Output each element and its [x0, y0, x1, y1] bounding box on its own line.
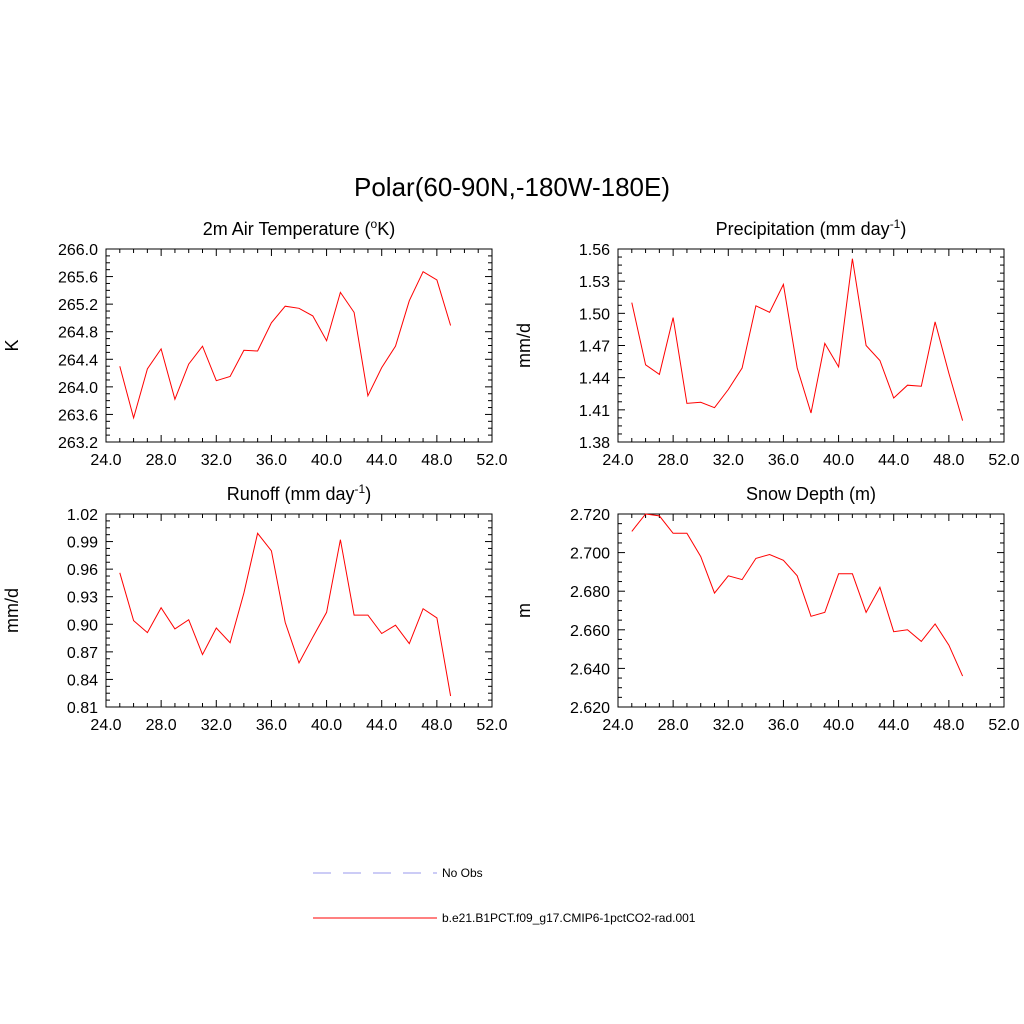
x-tick-label: 32.0	[201, 452, 232, 469]
chart-panel-4: Snow Depth (m) 24.0 28.0 32.0 36.0 40.0 44.0 48…	[514, 484, 1020, 734]
legend-label-1: No Obs	[442, 866, 483, 880]
chart-panel-2: Precipitation (mm day-1) 24.0 28.0 32.0 36.0…	[514, 217, 1020, 469]
y-tick-label: 264.8	[58, 325, 98, 342]
y-axis-label: mm/d	[514, 323, 534, 368]
plot-frame	[617, 513, 1005, 708]
panel-title-main: Snow Depth (m)	[746, 484, 876, 504]
x-tick-label: 32.0	[201, 717, 232, 734]
y-tick-label: 0.93	[67, 590, 98, 607]
y-axis-label: K	[2, 339, 22, 351]
panel-title-superscript: o	[371, 217, 378, 231]
y-tick-label: 1.02	[67, 507, 98, 524]
x-tick-label: 48.0	[933, 717, 964, 734]
panels: 2m Air Temperature (oK)24.0 28.0 32.0 36.0 4…	[2, 217, 1020, 734]
panel-title: Precipitation (mm day-1)	[716, 217, 907, 239]
x-tick-label: 24.0	[602, 717, 633, 734]
legend: No Obs b.e21.B1PCT.f09_g17.CMIP6-1pctCO2-…	[313, 866, 696, 925]
y-tick-label: 264.0	[58, 380, 98, 397]
y-tick-label: 0.96	[67, 562, 98, 579]
x-tick-label: 48.0	[421, 717, 452, 734]
x-tick-label: 24.0	[602, 452, 633, 469]
y-tick-label: 0.81	[67, 700, 98, 717]
panel-title: Snow Depth (m)	[746, 484, 876, 504]
x-tick-label: 28.0	[658, 452, 689, 469]
y-tick-label: 264.4	[58, 352, 98, 369]
y-tick-label: 2.680	[570, 584, 610, 601]
y-tick-label: 1.41	[579, 403, 610, 420]
plot-frame	[105, 513, 493, 708]
x-tick-label: 52.0	[476, 452, 507, 469]
panel-title: Runoff (mm day-1)	[227, 482, 371, 504]
panel-title-main: 2m Air Temperature (	[203, 219, 371, 239]
y-tick-label: 1.47	[579, 339, 610, 356]
y-tick-label: 2.660	[570, 623, 610, 640]
panel-title: 2m Air Temperature (oK)	[203, 217, 395, 239]
series-line	[119, 532, 452, 697]
x-tick-label: 36.0	[768, 452, 799, 469]
y-tick-label: 0.87	[67, 645, 98, 662]
series-line	[119, 270, 452, 420]
panel-title-suffix: K)	[377, 219, 395, 239]
y-tick-label: 1.53	[579, 274, 610, 291]
x-tick-label: 40.0	[823, 717, 854, 734]
x-tick-label: 28.0	[146, 452, 177, 469]
x-tick-label: 48.0	[421, 452, 452, 469]
y-tick-label: 265.6	[58, 270, 98, 287]
x-tick-label: 48.0	[933, 452, 964, 469]
figure-title: Polar(60-90N,-180W-180E)	[354, 172, 670, 202]
x-tick-label: 32.0	[713, 717, 744, 734]
x-tick-label: 24.0	[90, 452, 121, 469]
x-tick-label: 52.0	[988, 717, 1019, 734]
x-tick-label: 36.0	[768, 717, 799, 734]
y-tick-label: 263.2	[58, 435, 98, 452]
y-tick-label: 2.720	[570, 507, 610, 524]
y-tick-label: 263.6	[58, 407, 98, 424]
panel-title-superscript: -1	[355, 482, 366, 496]
x-tick-label: 28.0	[146, 717, 177, 734]
x-tick-label: 44.0	[878, 452, 909, 469]
y-axis-label: m	[514, 603, 534, 618]
x-tick-label: 36.0	[256, 717, 287, 734]
x-tick-label: 44.0	[366, 452, 397, 469]
y-tick-label: 2.620	[570, 700, 610, 717]
x-tick-label: 40.0	[311, 717, 342, 734]
x-tick-label: 28.0	[658, 717, 689, 734]
x-tick-label: 40.0	[311, 452, 342, 469]
y-tick-label: 266.0	[58, 242, 98, 259]
y-tick-label: 2.640	[570, 661, 610, 678]
y-tick-label: 0.90	[67, 617, 98, 634]
x-tick-label: 24.0	[90, 717, 121, 734]
legend-label-2: b.e21.B1PCT.f09_g17.CMIP6-1pctCO2-rad.00…	[442, 911, 696, 925]
series-line	[631, 258, 964, 421]
chart-panel-1: 2m Air Temperature (oK) 24.0 28.0 32.0 36.0 4…	[2, 217, 508, 469]
panel-title-main: Runoff (mm day	[227, 484, 355, 504]
x-tick-label: 52.0	[476, 717, 507, 734]
y-tick-label: 0.99	[67, 535, 98, 552]
chart-panel-3: Runoff (mm day-1) 24.0 28.0 32.0 36.0 40.0 44.…	[2, 482, 508, 734]
panel-title-suffix: )	[900, 219, 906, 239]
y-tick-label: 2.700	[570, 546, 610, 563]
panel-title-main: Precipitation (mm day	[716, 219, 890, 239]
y-tick-label: 1.44	[579, 371, 610, 388]
x-tick-label: 36.0	[256, 452, 287, 469]
x-tick-label: 52.0	[988, 452, 1019, 469]
x-tick-label: 44.0	[366, 717, 397, 734]
panel-title-superscript: -1	[890, 217, 901, 231]
y-tick-label: 0.84	[67, 672, 98, 689]
y-tick-label: 1.56	[579, 242, 610, 259]
x-tick-label: 32.0	[713, 452, 744, 469]
x-tick-label: 44.0	[878, 717, 909, 734]
y-tick-label: 1.50	[579, 306, 610, 323]
y-tick-label: 265.2	[58, 297, 98, 314]
x-tick-label: 40.0	[823, 452, 854, 469]
y-axis-label: mm/d	[2, 588, 22, 633]
series-line	[631, 513, 964, 677]
y-tick-label: 1.38	[579, 435, 610, 452]
panel-title-suffix: )	[365, 484, 371, 504]
